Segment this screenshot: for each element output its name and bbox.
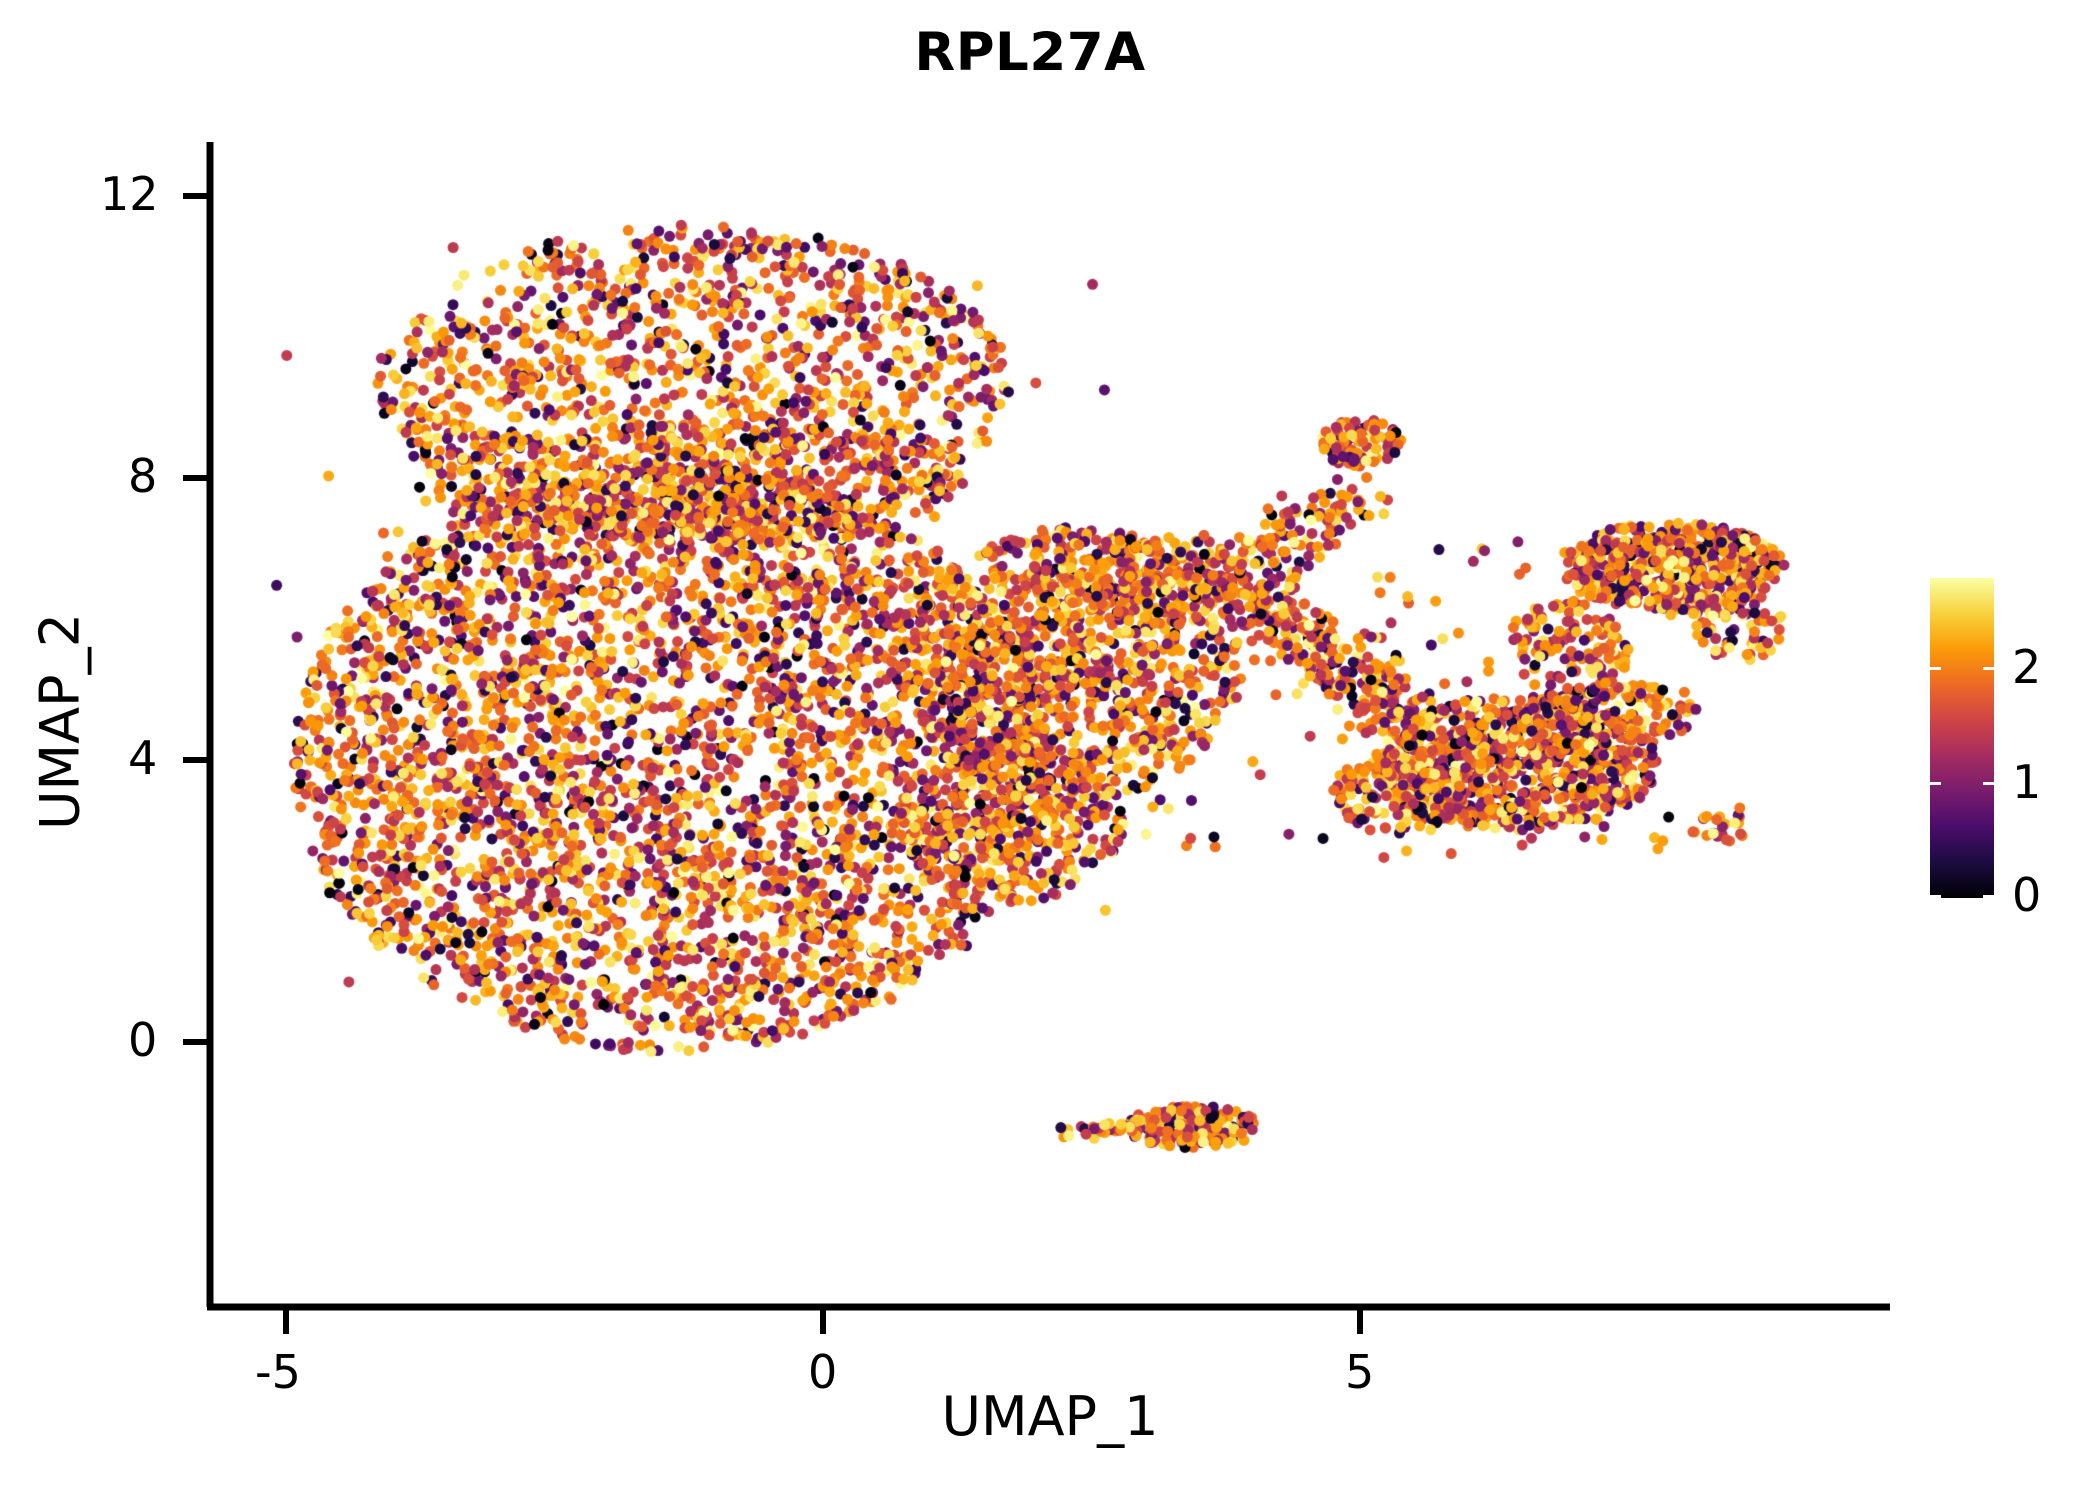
colorbar-tick-0-left [1930,895,1941,898]
y-axis-title: UMAP_2 [28,613,92,830]
x-tick-label-5: 5 [1345,1345,1375,1399]
y-tick-label-4: 4 [128,731,158,785]
x-tick-label-0: 0 [808,1345,838,1399]
colorbar-tick-2-right [1983,667,1994,670]
colorbar-gradient [1930,578,1994,898]
x-tick-label-minus5: -5 [255,1345,301,1399]
colorbar-tick-1-left [1930,782,1941,785]
colorbar-label-0: 0 [2012,868,2042,922]
y-tick-label-8: 8 [128,449,158,503]
colorbar-legend: 2 1 0 [1930,578,2041,922]
x-axis-title: UMAP_1 [941,1385,1159,1448]
y-tick-label-12: 12 [100,167,159,221]
colorbar-label-2: 2 [2012,640,2042,694]
y-tick-label-0: 0 [128,1013,158,1067]
colorbar-tick-1-right [1983,782,1994,785]
colorbar-label-1: 1 [2012,755,2042,809]
colorbar-tick-0-right [1983,895,1994,898]
colorbar-tick-2-left [1930,667,1941,670]
